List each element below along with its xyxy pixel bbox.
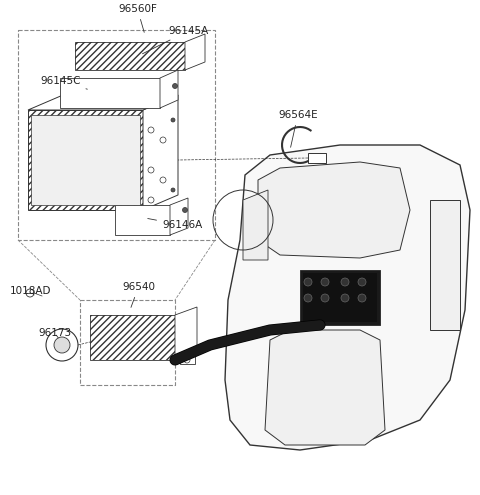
Text: 96145A: 96145A	[143, 26, 208, 54]
Bar	[75, 42, 185, 70]
Circle shape	[341, 294, 349, 302]
Polygon shape	[265, 330, 385, 445]
Text: 1018AD: 1018AD	[10, 286, 51, 296]
Polygon shape	[175, 307, 197, 360]
Text: 96173: 96173	[38, 328, 71, 338]
Text: 96146A: 96146A	[148, 218, 202, 230]
Text: 96145C: 96145C	[40, 76, 87, 89]
Bar	[180, 352, 195, 364]
Circle shape	[304, 294, 312, 302]
Bar	[31, 115, 140, 205]
Circle shape	[160, 137, 166, 143]
Bar	[115, 205, 170, 235]
Circle shape	[341, 278, 349, 286]
Circle shape	[171, 118, 175, 122]
Bar	[75, 42, 185, 70]
Circle shape	[321, 278, 329, 286]
Circle shape	[182, 207, 188, 212]
Circle shape	[184, 357, 190, 363]
Bar	[308, 153, 326, 163]
Polygon shape	[185, 34, 205, 70]
Polygon shape	[143, 95, 178, 210]
Circle shape	[172, 84, 178, 89]
Circle shape	[304, 278, 312, 286]
Bar	[300, 270, 380, 325]
Circle shape	[358, 294, 366, 302]
Polygon shape	[160, 70, 178, 108]
Circle shape	[148, 167, 154, 173]
Bar	[430, 200, 460, 330]
Bar	[80, 300, 175, 385]
Bar	[60, 78, 160, 108]
Circle shape	[358, 278, 366, 286]
Bar	[90, 315, 175, 360]
Circle shape	[160, 177, 166, 183]
Text: 96560F: 96560F	[118, 4, 157, 32]
Polygon shape	[28, 95, 178, 110]
Circle shape	[148, 197, 154, 203]
Circle shape	[54, 337, 70, 353]
Text: 96540: 96540	[122, 282, 155, 307]
Polygon shape	[258, 162, 410, 258]
Circle shape	[321, 294, 329, 302]
Circle shape	[46, 329, 78, 361]
Bar	[28, 110, 143, 210]
Polygon shape	[170, 198, 188, 235]
Bar	[18, 30, 215, 240]
Polygon shape	[243, 190, 268, 260]
Circle shape	[148, 127, 154, 133]
Bar	[28, 110, 143, 210]
Circle shape	[171, 188, 175, 192]
Text: 96564E: 96564E	[278, 110, 318, 148]
Polygon shape	[225, 145, 470, 450]
Circle shape	[26, 289, 34, 297]
Bar	[90, 315, 175, 360]
Bar	[303, 273, 377, 322]
